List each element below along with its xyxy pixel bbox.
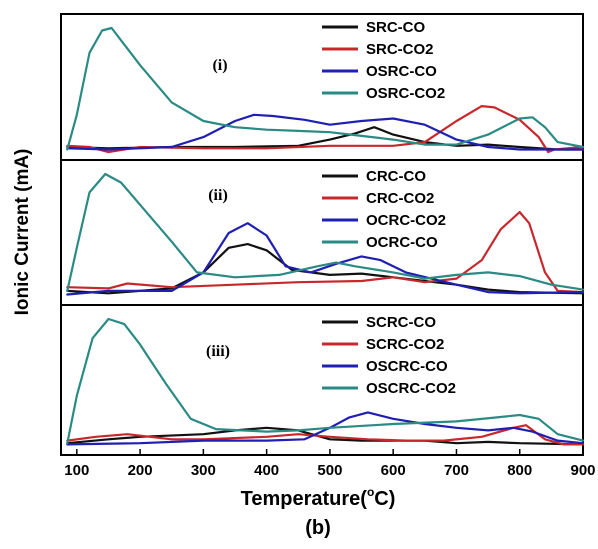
legend-label-osrc-co2: OSRC-CO2 xyxy=(366,85,445,102)
panel-frame xyxy=(60,13,584,161)
series-line-crc-co2 xyxy=(66,211,585,294)
x-axis-label: Temperature(oC) xyxy=(241,485,396,510)
x-tick-label: 200 xyxy=(128,462,153,479)
series-line-oscrc-co xyxy=(66,411,585,446)
legend-label-src-co: SRC-CO xyxy=(366,19,425,36)
legend-label-scrc-co: SCRC-CO xyxy=(366,314,436,331)
legend-label-crc-co2: CRC-CO2 xyxy=(366,190,434,207)
x-tick-label: 900 xyxy=(570,462,595,479)
x-tick-label: 100 xyxy=(64,462,89,479)
y-axis-label: Ionic Current (mA) xyxy=(12,149,33,316)
legend-label-scrc-co2: SCRC-CO2 xyxy=(366,336,444,353)
x-tick-label: 300 xyxy=(191,462,216,479)
figure-caption: (b) xyxy=(305,517,331,539)
panel-3: SCRC-CO SCRC-CO2 OSCRC-CO OSCRC-CO2 (iii) xyxy=(60,304,585,456)
panel-label: (ii) xyxy=(208,187,228,204)
panel-2: CRC-CO CRC-CO2 OCRC-CO2 OCRC-CO (ii) xyxy=(60,159,585,306)
legend-label-ocrc-co: OCRC-CO xyxy=(366,234,438,251)
panel-label: (i) xyxy=(212,57,227,74)
legend-label-src-co2: SRC-CO2 xyxy=(366,41,434,58)
panel-label: (iii) xyxy=(206,343,230,360)
panel-1: SRC-CO SRC-CO2 OSRC-CO OSRC-CO2 (i) xyxy=(60,13,585,161)
panel-frame xyxy=(60,159,584,306)
series-line-osrc-co2 xyxy=(66,26,585,151)
series-line-scrc-co2 xyxy=(66,424,585,446)
series-line-ocrc-co xyxy=(66,172,585,292)
panels-group: SRC-COSRC-CO2OSRC-COOSRC-CO2(i)CRC-COCRC… xyxy=(60,13,585,456)
series-line-osrc-co xyxy=(66,113,585,151)
legend-label-osrc-co: OSRC-CO xyxy=(366,63,437,80)
panel-frame xyxy=(60,304,584,456)
legend-label-ocrc-co2: OCRC-CO2 xyxy=(366,212,446,229)
series-line-ocrc-co2 xyxy=(66,222,585,296)
legend-label-crc-co: CRC-CO xyxy=(366,168,426,185)
x-tick-label: 800 xyxy=(507,462,532,479)
series-line-oscrc-co2 xyxy=(66,317,585,445)
x-tick-label: 700 xyxy=(444,462,469,479)
x-tick-label: 600 xyxy=(381,462,406,479)
x-axis-ticks: 100 200 300 400 500 600 700 800 900 xyxy=(64,449,596,479)
legend-label-oscrc-co2: OSCRC-CO2 xyxy=(366,380,456,397)
legend-label-oscrc-co: OSCRC-CO xyxy=(366,358,448,375)
series-line-scrc-co xyxy=(66,426,585,446)
x-tick-label: 500 xyxy=(317,462,342,479)
x-tick-label: 400 xyxy=(254,462,279,479)
